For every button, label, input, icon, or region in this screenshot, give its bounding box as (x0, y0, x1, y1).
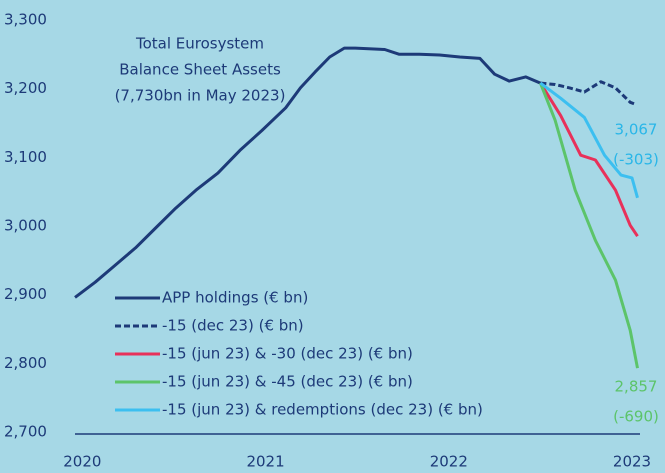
x-tick-label: 2022 (430, 453, 468, 471)
series-line (539, 82, 639, 238)
y-tick-label: 2,700 (4, 423, 47, 441)
x-tick-label: 2021 (246, 453, 284, 471)
y-tick-label: 3,200 (4, 79, 47, 97)
legend-label: -15 (jun 23) & redemptions (dec 23) (€ b… (162, 401, 483, 419)
series-line (540, 80, 637, 106)
y-tick-label: 3,000 (4, 217, 47, 235)
series-line (74, 46, 541, 299)
y-tick-label: 3,300 (4, 11, 47, 29)
annotation: (-690) (613, 408, 659, 426)
x-tick-label: 2020 (63, 453, 101, 471)
legend-label: -15 (dec 23) (€ bn) (162, 317, 304, 335)
y-tick-label: 2,900 (4, 285, 47, 303)
annotation: 3,067 (615, 121, 658, 139)
x-tick-label: 2023 (613, 453, 651, 471)
series-line (539, 81, 639, 199)
annotation: Total Eurosystem (135, 35, 264, 53)
annotation: 2,857 (615, 378, 658, 396)
legend-label: APP holdings (€ bn) (162, 289, 308, 307)
series-line (539, 82, 639, 369)
legend-label: -15 (jun 23) & -30 (dec 23) (€ bn) (162, 345, 413, 363)
annotation: (7,730bn in May 2023) (115, 87, 286, 105)
y-tick-label: 3,100 (4, 148, 47, 166)
annotation: Balance Sheet Assets (119, 61, 281, 79)
annotation: (-303) (613, 151, 659, 169)
y-tick-label: 2,800 (4, 354, 47, 372)
legend-label: -15 (jun 23) & -45 (dec 23) (€ bn) (162, 373, 413, 391)
